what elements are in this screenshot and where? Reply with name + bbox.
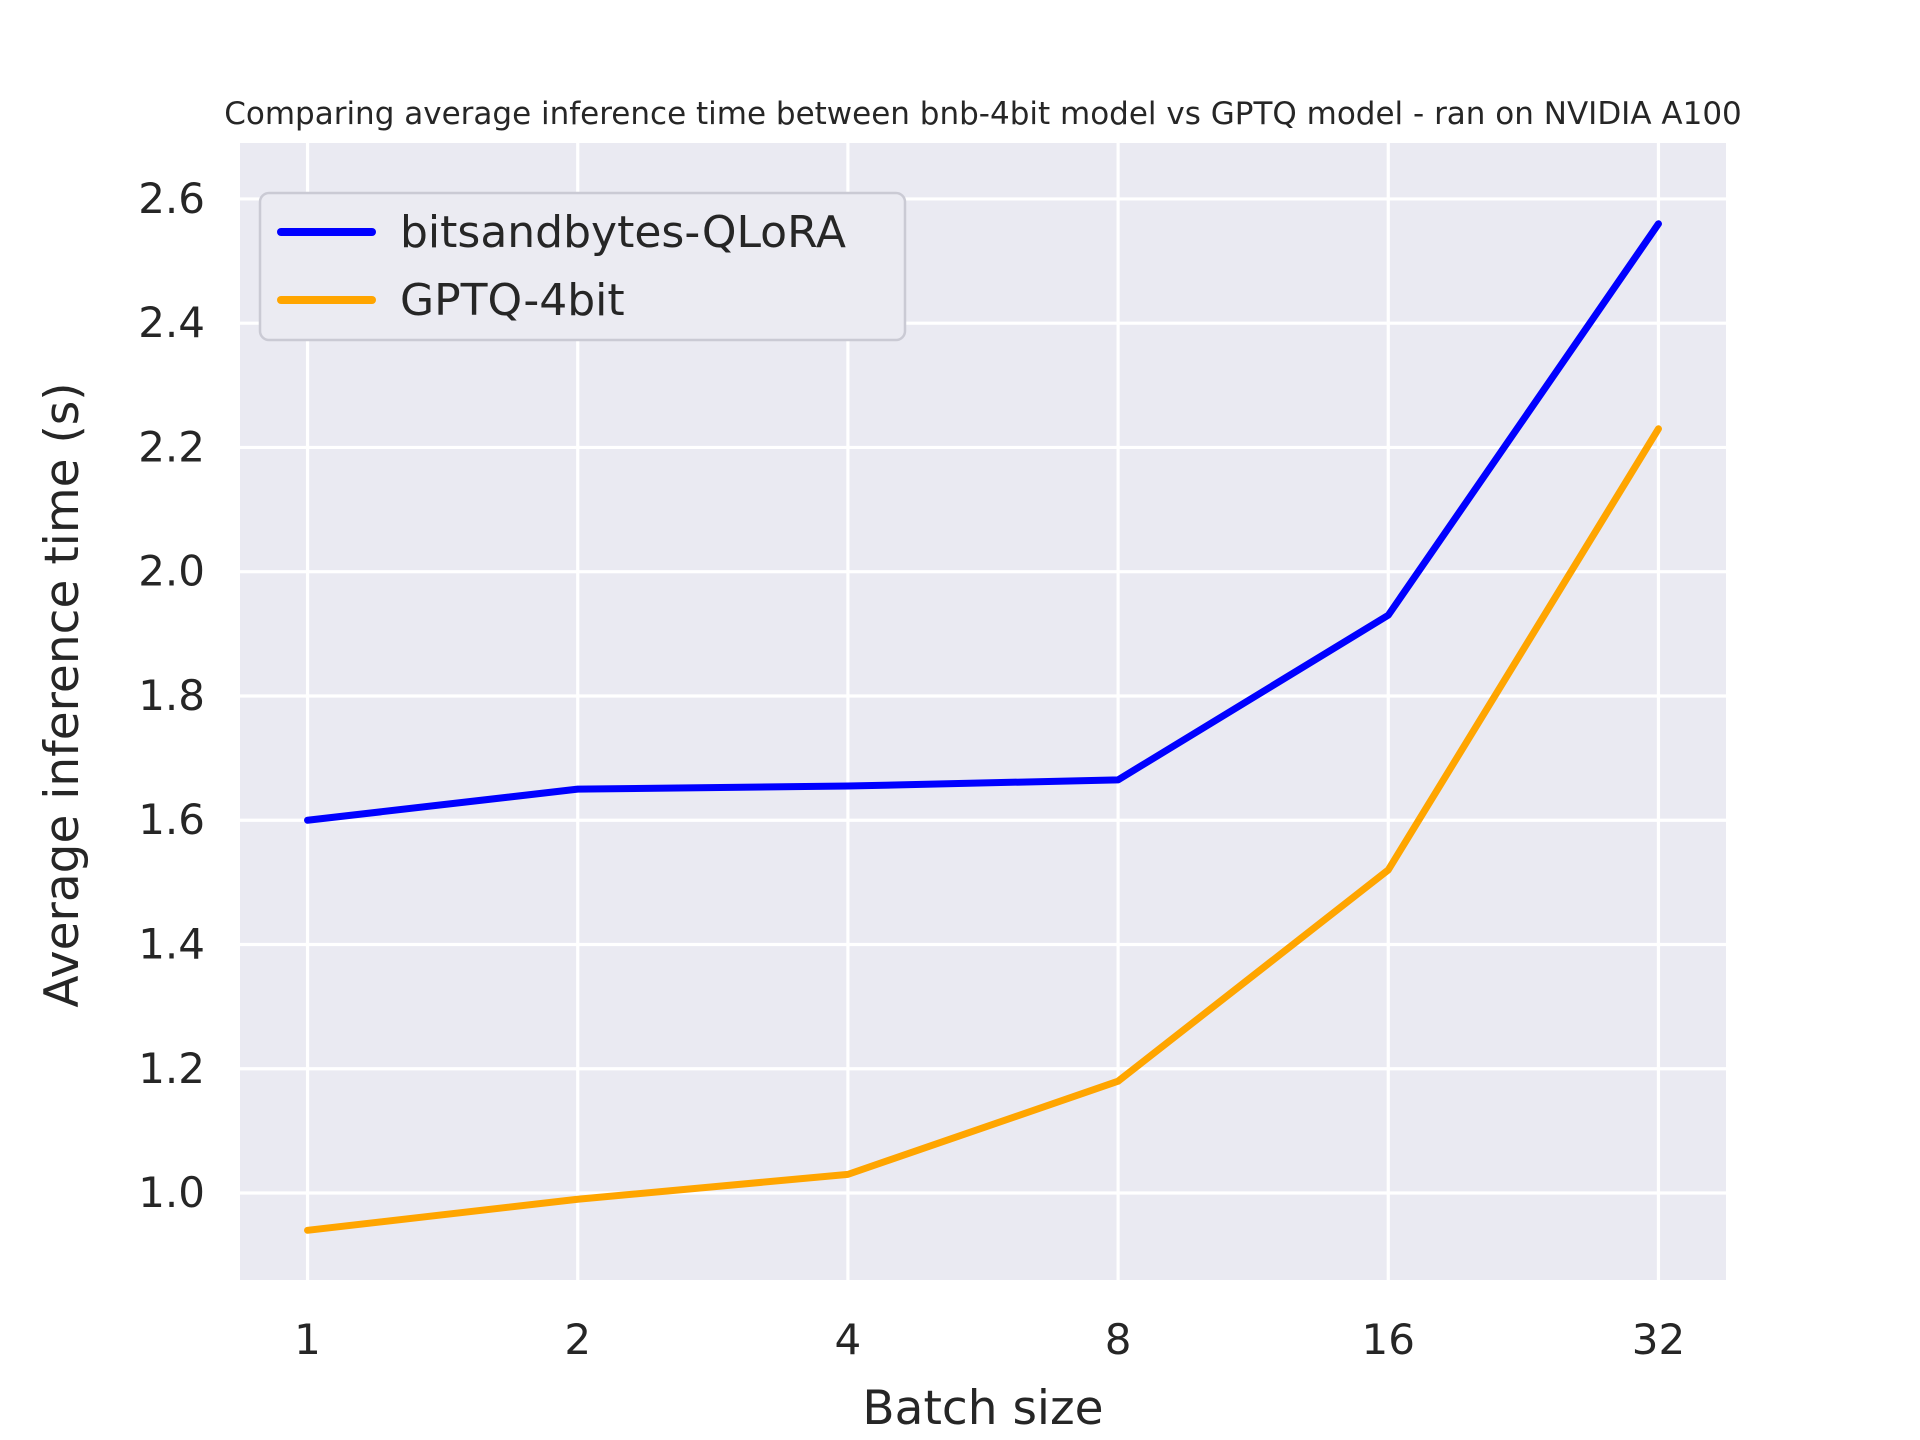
x-tick-label-4: 4 [835, 1315, 862, 1364]
x-tick-label-2: 2 [564, 1315, 591, 1364]
series-line-bitsandbytes-QLoRA [304, 220, 1662, 824]
legend: bitsandbytes-QLoRA GPTQ-4bit [258, 191, 907, 342]
series-lines [304, 220, 1662, 1234]
y-tick-label-1.0: 1.0 [138, 1168, 205, 1217]
y-tick-label-1.2: 1.2 [138, 1044, 205, 1093]
legend-box [258, 191, 907, 342]
y-axis-tick-labels: 1.0 1.2 1.4 1.6 1.8 2.0 2.2 2.4 2.6 [138, 174, 205, 1217]
y-tick-label-2.2: 2.2 [138, 422, 205, 471]
y-tick-label-1.6: 1.6 [138, 795, 205, 844]
x-tick-label-32: 32 [1632, 1315, 1685, 1364]
legend-label-series-1: GPTQ-4bit [400, 275, 625, 326]
x-tick-label-16: 16 [1362, 1315, 1415, 1364]
legend-label-series-0: bitsandbytes-QLoRA [400, 207, 846, 258]
x-tick-label-8: 8 [1105, 1315, 1132, 1364]
series-line-GPTQ-4bit [304, 425, 1662, 1234]
y-tick-label-2.6: 2.6 [138, 174, 205, 223]
x-tick-label-1: 1 [294, 1315, 321, 1364]
y-tick-label-1.4: 1.4 [138, 919, 205, 968]
x-axis-tick-labels: 1 2 4 8 16 32 [294, 1315, 1685, 1364]
y-tick-label-1.8: 1.8 [138, 671, 205, 720]
chart-title: Comparing average inference time between… [224, 96, 1742, 132]
y-tick-label-2.4: 2.4 [138, 298, 205, 347]
y-tick-label-2.0: 2.0 [138, 547, 205, 596]
y-axis-label: Average inference time (s) [35, 382, 90, 1007]
x-axis-label: Batch size [862, 1381, 1103, 1436]
